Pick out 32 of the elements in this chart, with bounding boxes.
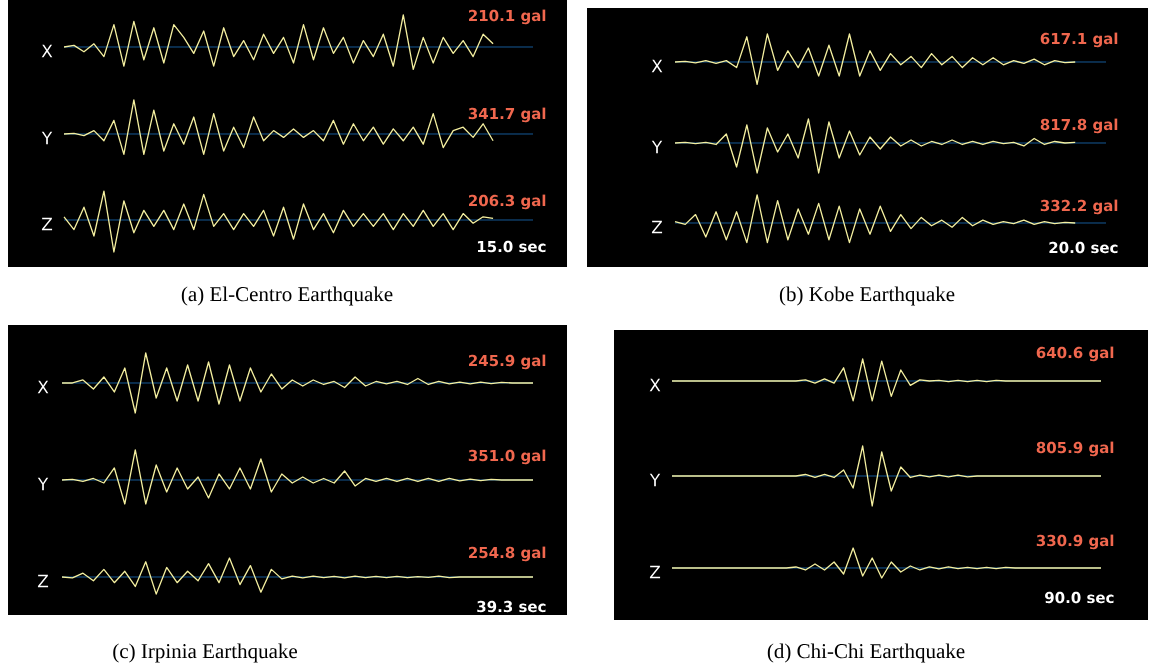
annotation: 805.9 gal	[1036, 441, 1114, 457]
series-label: Z	[37, 574, 49, 588]
text: (d) Chi-Chi Earthquake	[767, 643, 965, 663]
annotation: 245.9 gal	[469, 354, 546, 370]
annotation: 20.0 sec	[1049, 241, 1118, 254]
series-label: Z	[649, 565, 661, 579]
series-label: X	[41, 44, 53, 58]
text: 90.0 sec	[1045, 591, 1114, 604]
annotation: 330.9 gal	[1036, 534, 1114, 550]
series-label: Y	[41, 131, 53, 145]
annotation: 15.0 sec	[477, 240, 546, 253]
series-label: Y	[651, 140, 663, 154]
annotation: 210.1 gal	[469, 9, 546, 25]
annotation: 254.8 gal	[469, 546, 546, 562]
series-label: Y	[649, 473, 661, 487]
text: 39.3 sec	[477, 600, 546, 613]
text: (a) El-Centro Earthquake	[181, 286, 393, 306]
series-label: Z	[41, 217, 53, 231]
series-label: Z	[651, 220, 663, 234]
series-label: X	[649, 378, 661, 392]
annotation: 332.2 gal	[1040, 199, 1118, 215]
annotation: 206.3 gal	[469, 194, 546, 210]
series-label: X	[37, 380, 49, 394]
series-label: X	[651, 59, 663, 73]
annotation: 341.7 gal	[468, 107, 546, 123]
annotation: 640.6 gal	[1036, 346, 1114, 362]
text: (b) Kobe Earthquake	[779, 286, 955, 306]
series-label: Y	[37, 477, 49, 491]
annotation: 817.8 gal	[1040, 118, 1118, 134]
annotation: 351.0 gal	[468, 449, 546, 465]
text: (c) Irpinia Earthquake	[113, 643, 298, 663]
annotation: 617.1 gal	[1040, 32, 1118, 48]
